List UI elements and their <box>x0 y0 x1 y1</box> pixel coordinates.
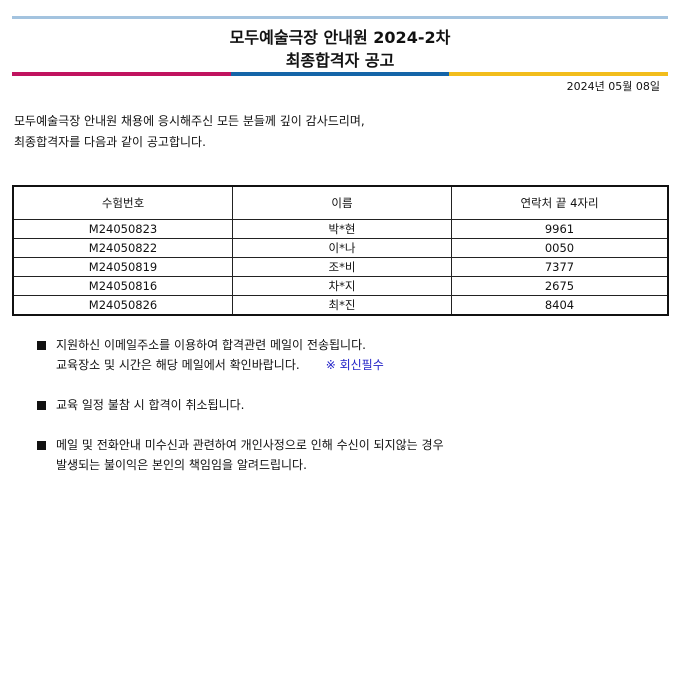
cell-phone-last4: 9961 <box>451 219 669 239</box>
cell-exam-number: M24050816 <box>12 276 233 296</box>
divider-segment <box>449 72 669 76</box>
cell-exam-number: M24050826 <box>12 295 233 316</box>
table-row: M24050822 이*나 0050 <box>12 238 669 258</box>
bullet-icon <box>37 401 46 410</box>
cell-phone-last4: 8404 <box>451 295 669 316</box>
cell-name: 조*비 <box>232 257 452 277</box>
intro-line: 최종합격자를 다음과 같이 공고합니다. <box>14 135 206 149</box>
notice-line: 메일 및 전화안내 미수신과 관련하여 개인사정으로 인해 수신이 되지않는 경… <box>56 438 444 452</box>
table-row: M24050819 조*비 7377 <box>12 257 669 277</box>
notice-line: 교육장소 및 시간은 해당 메일에서 확인바랍니다. ※ 회신필수 <box>56 356 384 373</box>
cell-phone-last4: 7377 <box>451 257 669 277</box>
table-row: M24050816 차*지 2675 <box>12 276 669 296</box>
cell-name: 이*나 <box>232 238 452 258</box>
notice-text: 교육장소 및 시간은 해당 메일에서 확인바랍니다. <box>56 358 300 372</box>
cell-phone-last4: 2675 <box>451 276 669 296</box>
reply-required-note: ※ 회신필수 <box>325 358 384 372</box>
table-row: M24050823 박*현 9961 <box>12 219 669 239</box>
cell-name: 차*지 <box>232 276 452 296</box>
notice-date: 2024년 05월 08일 <box>566 80 660 93</box>
cell-exam-number: M24050819 <box>12 257 233 277</box>
cell-exam-number: M24050822 <box>12 238 233 258</box>
page-title: 모두예술극장 안내원 2024-2차 <box>229 28 451 47</box>
header-exam-number: 수험번호 <box>12 185 233 220</box>
notice-line: 지원하신 이메일주소를 이용하여 합격관련 메일이 전송됩니다. <box>56 338 366 352</box>
top-divider <box>12 16 668 19</box>
notice-line: 발생되는 불이익은 본인의 책임임을 알려드립니다. <box>56 458 307 472</box>
divider-segment <box>230 72 450 76</box>
cell-name: 박*현 <box>232 219 452 239</box>
table-row: M24050826 최*진 8404 <box>12 295 669 316</box>
cell-name: 최*진 <box>232 295 452 316</box>
bullet-icon <box>37 441 46 450</box>
tricolor-divider <box>12 72 669 76</box>
results-table: 수험번호 이름 연락처 끝 4자리 M24050823 박*현 9961 M24050… <box>12 185 669 316</box>
cell-exam-number: M24050823 <box>12 219 233 239</box>
header-name: 이름 <box>232 185 452 220</box>
table-header-row: 수험번호 이름 연락처 끝 4자리 <box>12 185 669 220</box>
intro-line: 모두예술극장 안내원 채용에 응시해주신 모든 분들께 깊이 감사드리며, <box>14 114 365 128</box>
divider-segment <box>12 72 231 76</box>
page-subtitle: 최종합격자 공고 <box>285 51 395 70</box>
header-phone-last4: 연락처 끝 4자리 <box>451 185 669 220</box>
cell-phone-last4: 0050 <box>451 238 669 258</box>
bullet-icon <box>37 341 46 350</box>
notice-line: 교육 일정 불참 시 합격이 취소됩니다. <box>56 398 245 412</box>
